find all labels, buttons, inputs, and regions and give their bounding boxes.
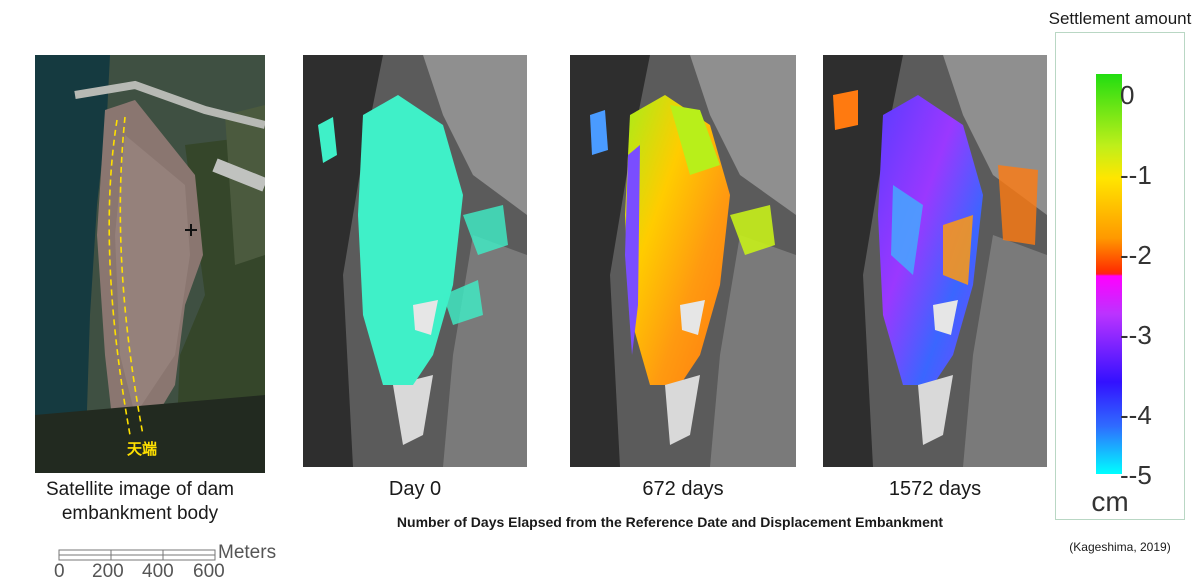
legend-title: Settlement amount bbox=[1048, 9, 1192, 28]
displacement-map-1572-days bbox=[823, 55, 1047, 467]
legend-tick: --1 bbox=[1120, 160, 1152, 190]
displacement-map-672-days bbox=[570, 55, 796, 467]
caption-day-0: Day 0 bbox=[388, 478, 442, 500]
legend-tick: 0 bbox=[1120, 80, 1135, 110]
figure-subtitle: Number of Days Elapsed from the Referenc… bbox=[396, 514, 944, 530]
satellite-image bbox=[35, 55, 265, 473]
legend-frame bbox=[1055, 32, 1185, 520]
scale-bar bbox=[58, 549, 216, 561]
legend-tick: --2 bbox=[1120, 240, 1152, 270]
scale-label: 400 bbox=[142, 561, 174, 582]
caption-1572-days: 1572 days bbox=[888, 478, 982, 500]
scale-label: 0 bbox=[54, 561, 65, 582]
legend-tick: --4 bbox=[1120, 400, 1152, 430]
legend-unit: cm bbox=[1091, 486, 1129, 517]
displacement-map-day-0 bbox=[303, 55, 527, 467]
crest-annotation: 天端 bbox=[127, 441, 158, 458]
citation: (Kageshima, 2019) bbox=[1069, 540, 1171, 554]
scale-label: 600 bbox=[193, 561, 225, 582]
caption-satellite-image: Satellite image of dam embankment body bbox=[46, 479, 234, 524]
settlement-colorbar bbox=[1096, 74, 1122, 474]
scale-label: 200 bbox=[92, 561, 124, 582]
caption-672-days: 672 days bbox=[642, 478, 724, 500]
legend-tick: --5 bbox=[1120, 460, 1152, 490]
scale-unit: Meters bbox=[218, 542, 277, 563]
legend-tick: --3 bbox=[1120, 320, 1152, 350]
